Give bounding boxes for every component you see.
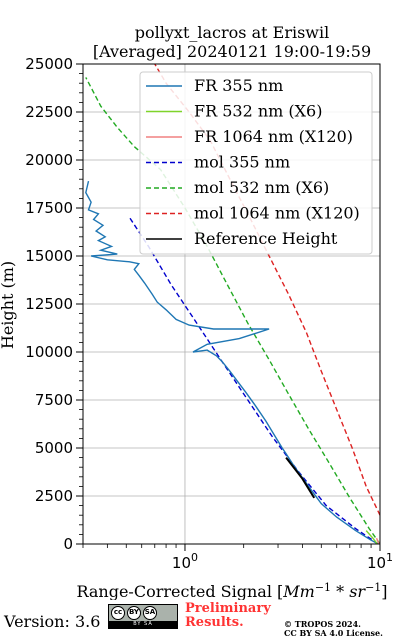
copyright-notice: © TROPOS 2024. CC BY SA 4.0 License. (284, 620, 383, 638)
legend-label: FR 532 nm (X6) (194, 102, 322, 121)
cc-icon: cc (111, 606, 125, 620)
series-line-fr-1064-nm-x120 (375, 537, 380, 544)
plot-area: 0 2500 5000 7500 10000 12500 15000 17500 20000 22… (25, 55, 393, 572)
preliminary-line-1: Preliminary (185, 601, 271, 616)
series-line-fr-355-nm (85, 180, 379, 544)
chart-title: pollyxt_lacros at Eriswil (135, 23, 329, 42)
legend-label: FR 1064 nm (X120) (194, 127, 353, 146)
cc-license-badge: cc BY SA BY SA (108, 604, 178, 629)
legend-box (139, 71, 373, 255)
x-axis-label-main: Range-Corrected Signal [ (76, 582, 283, 600)
cc-badge-label: BY SA (109, 621, 177, 628)
legend-label: mol 532 nm (X6) (194, 178, 329, 197)
x-axis-label: Range-Corrected Signal [Mm−1 * sr−1] (76, 581, 387, 600)
chart: pollyxt_lacros at Eriswil [Averaged] 202… (0, 23, 393, 600)
version-text: Version: 3.6 (4, 612, 101, 631)
y-tick-label: 2500 (35, 487, 73, 505)
y-tick-label: 12500 (25, 295, 73, 313)
preliminary-results: Preliminary Results. (185, 602, 271, 630)
series-line-mol-355-nm (129, 217, 379, 544)
series-line-fr-532-nm-x6 (365, 530, 378, 544)
x-tick-label: 100 (172, 551, 198, 572)
y-tick-label: 22500 (25, 103, 73, 121)
y-axis-label: Height (m) (0, 261, 17, 349)
y-tick-label: 0 (63, 535, 73, 553)
sa-icon: SA (143, 606, 157, 620)
y-tick-label: 17500 (25, 199, 73, 217)
series-line-reference-height (285, 456, 316, 499)
plot-frame (82, 63, 381, 545)
y-tick-label: 20000 (25, 151, 73, 169)
legend-label: mol 1064 nm (X120) (194, 204, 360, 223)
x-tick-label: 101 (367, 551, 393, 572)
legend-label: Reference Height (194, 229, 338, 248)
y-tick-label: 15000 (25, 247, 73, 265)
y-tick-label: 10000 (25, 343, 73, 361)
series-line-mol-532-nm-x6 (85, 77, 380, 544)
legend-label: FR 355 nm (194, 76, 283, 95)
y-tick-label: 25000 (25, 55, 73, 73)
preliminary-line-2: Results. (185, 615, 244, 630)
copyright-line-2: CC BY SA 4.0 License. (284, 628, 383, 638)
chart-subtitle: [Averaged] 20240121 19:00-19:59 (93, 42, 371, 61)
by-icon: BY (127, 606, 141, 620)
legend-label: mol 355 nm (194, 153, 290, 172)
y-tick-label: 5000 (35, 439, 73, 457)
copyright-line-1: © TROPOS 2024. (284, 619, 361, 629)
y-tick-label: 7500 (35, 391, 73, 409)
